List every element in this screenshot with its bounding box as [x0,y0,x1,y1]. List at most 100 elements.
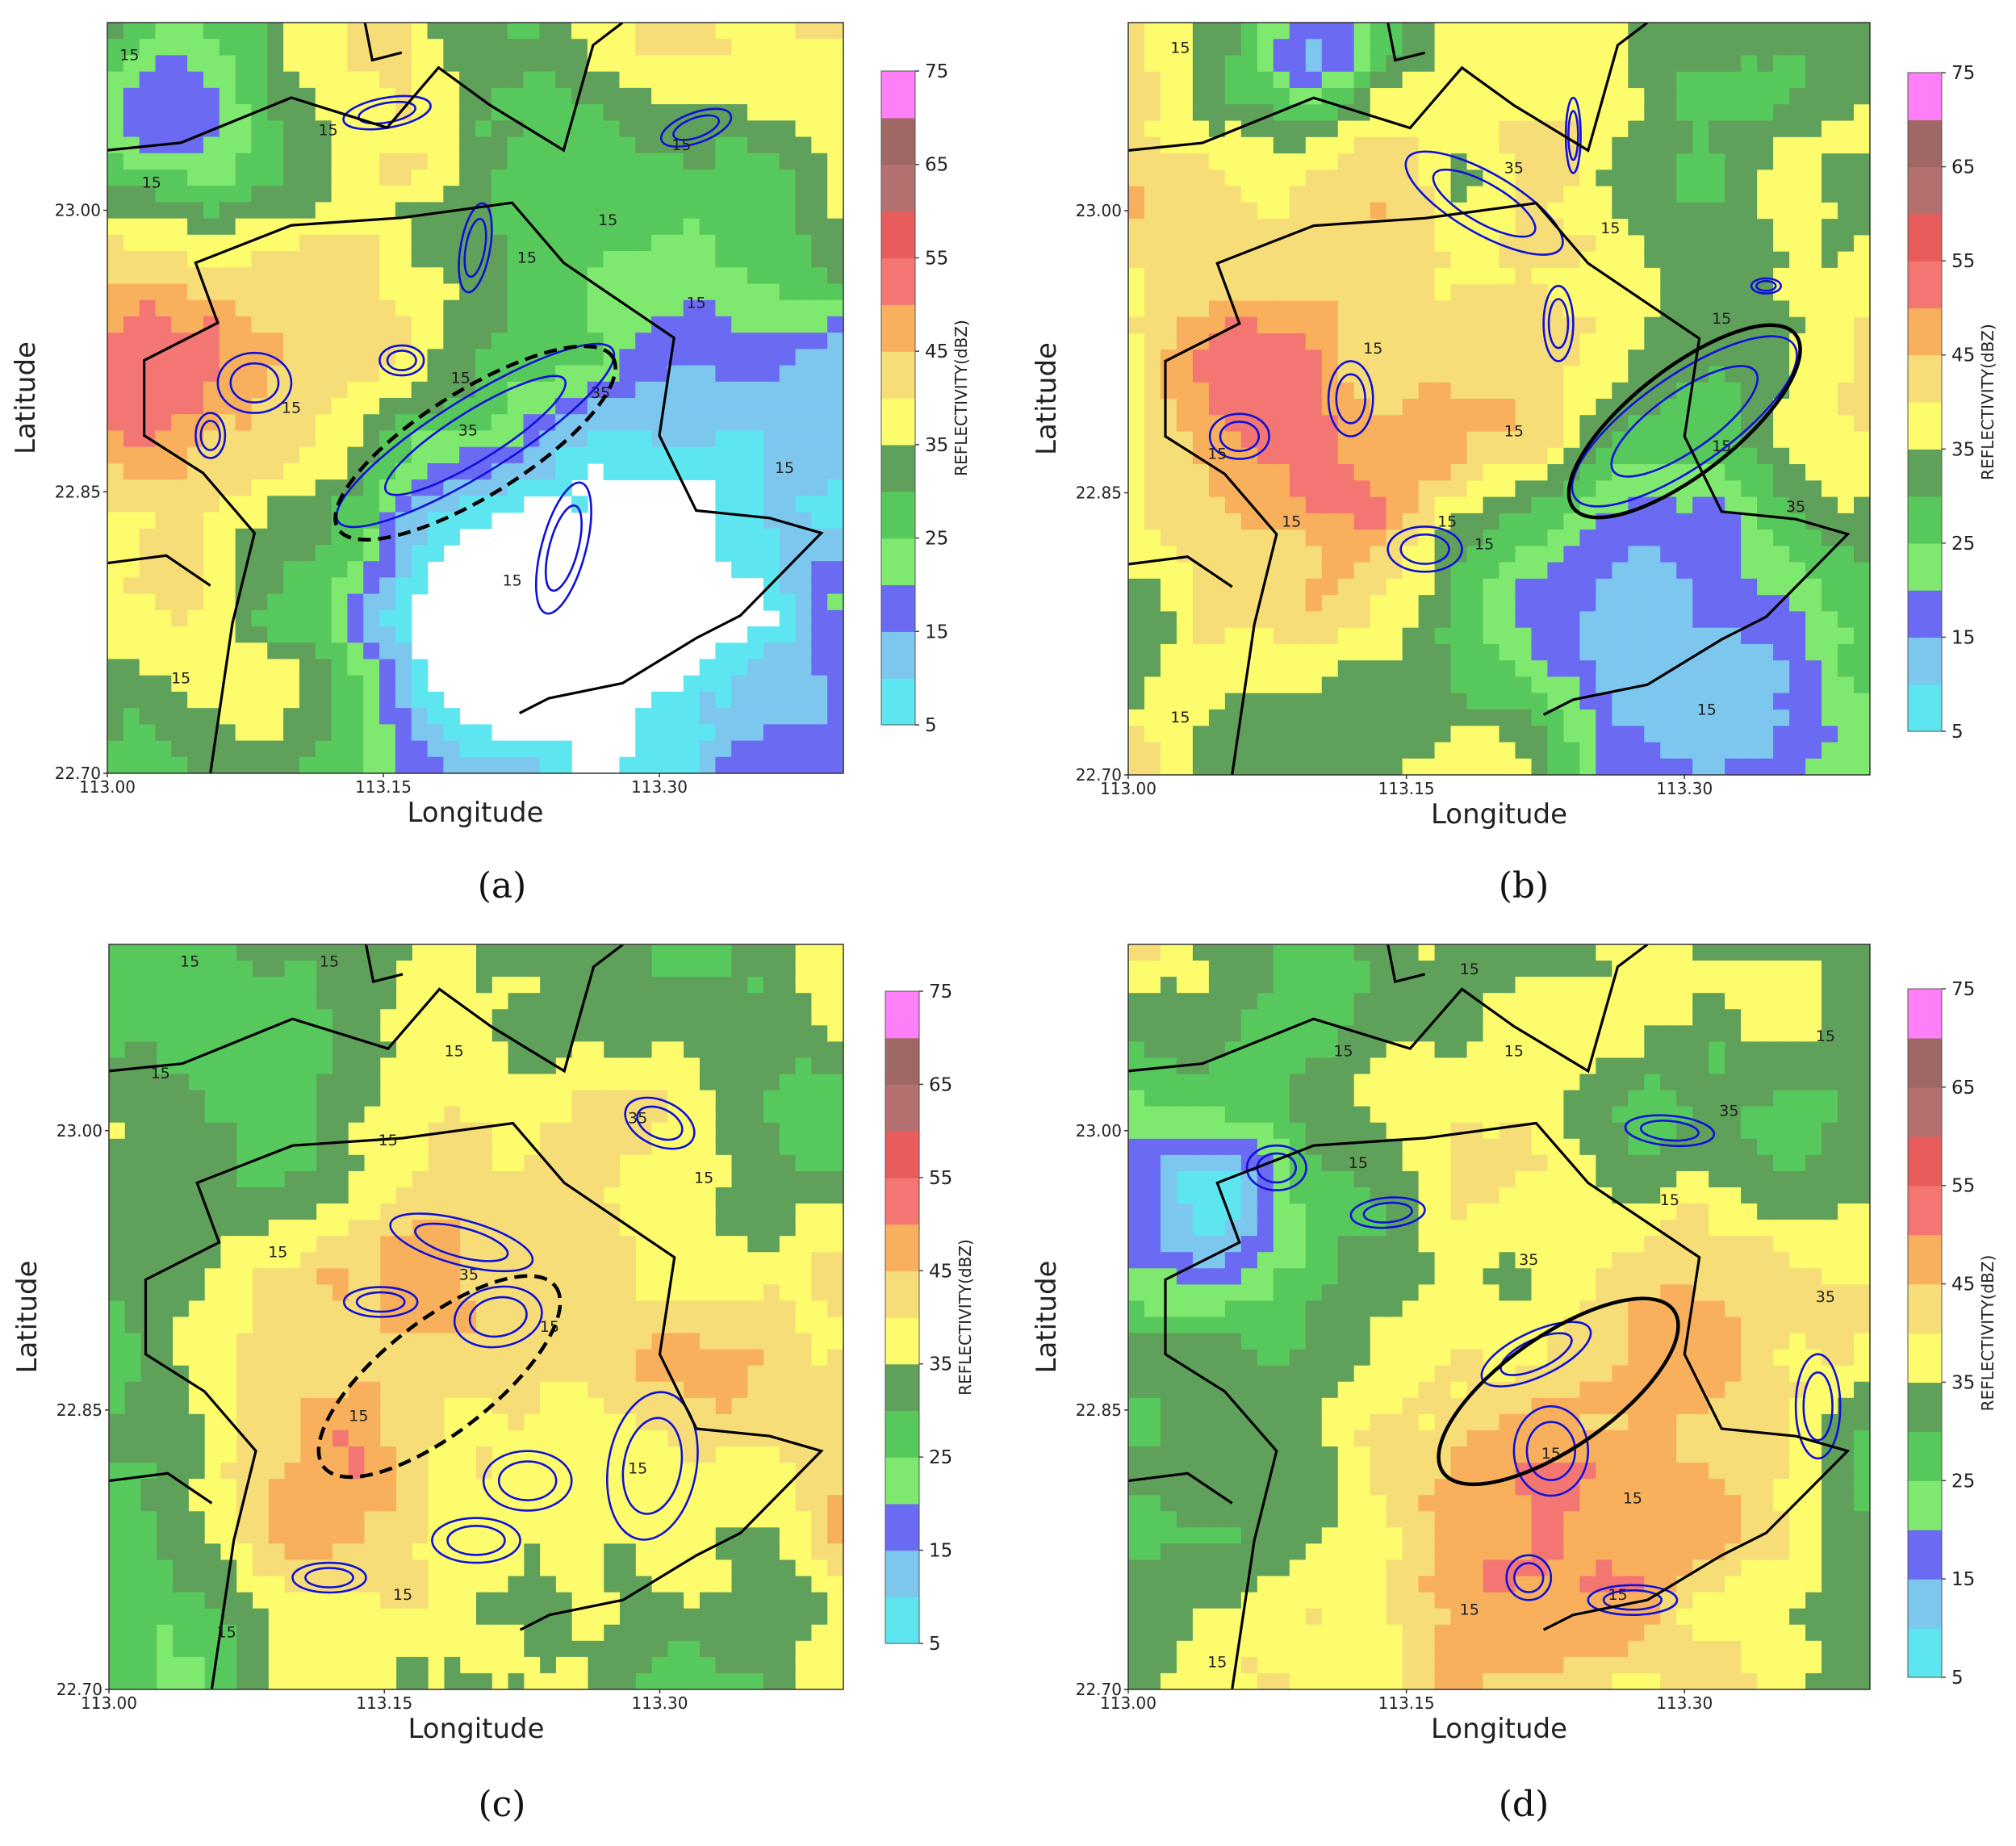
dbz-cell [139,104,157,122]
dbz-cell [427,446,445,464]
dbz-cell [395,659,412,676]
dbz-cell [316,1656,333,1674]
dbz-cell [1144,186,1161,203]
dbz-cell [187,283,204,301]
dbz-cell [284,1413,302,1431]
dbz-cell [299,349,316,366]
dbz-cell [1515,496,1533,514]
dbz-cell [1531,382,1549,400]
dbz-cell [1644,136,1662,154]
dbz-cell [651,463,668,480]
dbz-cell [1676,267,1694,285]
dbz-cell [1692,120,1710,138]
dbz-cell [219,251,236,269]
dbz-cell [315,528,333,546]
dbz-cell [1547,186,1565,203]
dbz-cell [1725,136,1742,154]
dbz-cell [363,218,380,236]
dbz-cell [204,961,222,977]
dbz-cell [459,349,476,366]
dbz-cell [395,55,412,73]
dbz-cell [427,251,445,269]
dbz-cell [251,39,269,57]
dbz-cell [1547,382,1565,400]
dbz-cell [699,120,717,138]
dbz-cell [1579,104,1597,122]
dbz-cell [603,202,621,220]
dbz-cell [1418,153,1436,171]
dbz-cell [1531,562,1549,580]
dbz-cell [109,1252,126,1270]
dbz-cell [1612,595,1629,613]
dbz-cell [220,1106,238,1124]
dbz-cell [1321,447,1339,465]
dbz-cell [139,528,157,546]
dbz-cell [235,430,253,448]
dbz-cell [1224,709,1242,727]
dbz-cell [203,333,220,350]
dbz-cell [235,659,253,676]
dbz-cell [1160,660,1177,678]
dbz-cell [1854,578,1870,596]
dbz-cell [715,202,733,220]
dbz-cell [155,512,173,530]
dbz-cell [1160,595,1177,613]
dbz-cell [204,1656,222,1674]
dbz-cell [763,659,780,676]
dbz-cell [123,740,140,758]
dbz-cell [253,1656,270,1674]
dbz-cell [268,1446,286,1463]
dbz-cell [539,430,556,448]
dbz-cell [1450,300,1468,318]
dbz-cell [1822,300,1838,318]
dbz-cell [1515,153,1533,171]
dbz-cell [1450,480,1468,498]
dbz-cell [395,316,412,333]
dbz-cell [1838,267,1855,285]
dbz-cell [1531,316,1549,334]
dbz-cell [251,23,269,40]
dbz-cell [380,1106,397,1124]
dbz-cell [811,544,828,562]
dbz-cell [1644,447,1662,465]
dbz-cell [1224,267,1242,285]
dbz-cell [139,120,157,138]
dbz-cell [140,1300,158,1318]
dbz-cell [1579,88,1597,106]
dbz-cell [555,267,572,285]
dbz-cell [1547,742,1565,760]
dbz-cell [284,1074,302,1091]
dbz-cell [1176,480,1194,498]
dbz-cell [173,1284,190,1302]
dbz-cell [443,528,460,546]
dbz-cell [173,1300,190,1318]
dbz-cell [539,23,556,40]
dbz-cell [173,1592,190,1609]
dbz-cell [1773,480,1790,498]
dbz-cell [1418,104,1436,122]
dbz-cell [1628,170,1646,187]
dbz-cell [715,71,733,89]
dbz-cell [1612,300,1629,318]
dbz-cell [1289,71,1307,89]
dbz-cell [188,1333,206,1350]
dbz-cell [1563,366,1581,383]
dbz-cell [1289,186,1307,203]
dbz-cell [395,561,412,579]
dbz-cell [299,479,316,497]
dbz-cell [1192,562,1210,580]
dbz-cell [1709,382,1725,400]
dbz-cell [1709,546,1725,563]
dbz-cell [747,316,764,333]
dbz-cell [332,1527,349,1545]
dbz-cell [1321,267,1339,285]
dbz-cell [1596,120,1613,138]
dbz-cell [203,218,220,236]
dbz-cell [731,39,748,57]
dbz-cell [1789,530,1806,547]
dbz-cell [124,1656,142,1674]
dbz-cell [1176,251,1194,269]
dbz-cell [1757,170,1774,187]
dbz-cell [1418,333,1436,351]
dbz-cell [139,333,157,350]
